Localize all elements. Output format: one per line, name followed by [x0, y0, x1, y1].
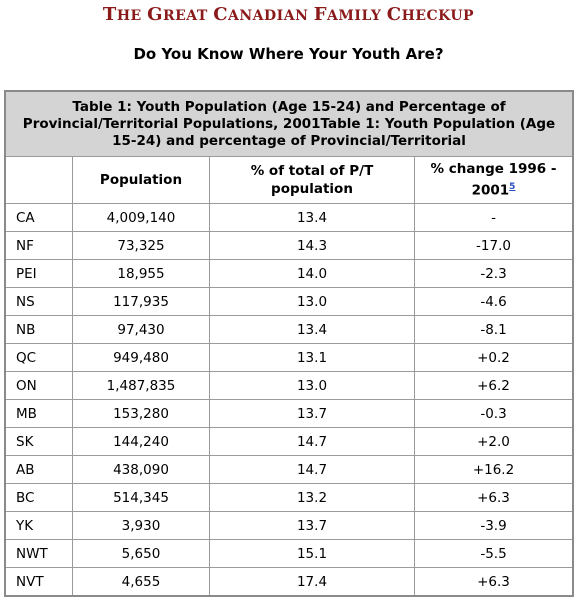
cell-pct-total: 13.1 [209, 343, 415, 372]
cell-region: AB [4, 455, 73, 484]
table-row: QC 949,480 13.1 +0.2 [4, 343, 574, 372]
table-row: PEI 18,955 14.0 -2.3 [4, 259, 574, 288]
cell-pct-total: 15.1 [209, 539, 415, 568]
cell-pct-change: +16.2 [414, 455, 574, 484]
table-row: SK 144,240 14.7 +2.0 [4, 427, 574, 456]
footnote-link[interactable]: 5 [509, 182, 516, 193]
cell-population: 144,240 [72, 427, 210, 456]
cell-pct-total: 14.3 [209, 231, 415, 260]
cell-pct-change: -2.3 [414, 259, 574, 288]
cell-population: 97,430 [72, 315, 210, 344]
cell-population: 153,280 [72, 399, 210, 428]
cell-pct-change: -0.3 [414, 399, 574, 428]
cell-population: 514,345 [72, 483, 210, 512]
cell-population: 4,009,140 [72, 203, 210, 232]
cell-pct-change: +0.2 [414, 343, 574, 372]
cell-pct-total: 14.0 [209, 259, 415, 288]
table-row: NF 73,325 14.3 -17.0 [4, 231, 574, 260]
cell-region: PEI [4, 259, 73, 288]
cell-pct-change: +2.0 [414, 427, 574, 456]
cell-pct-change: -17.0 [414, 231, 574, 260]
cell-pct-change: -3.9 [414, 511, 574, 540]
table-row: ON 1,487,835 13.0 +6.2 [4, 371, 574, 400]
cell-population: 5,650 [72, 539, 210, 568]
cell-pct-total: 13.2 [209, 483, 415, 512]
cell-pct-change: -4.6 [414, 287, 574, 316]
cell-region: NB [4, 315, 73, 344]
site-title: THE GREAT CANADIAN FAMILY CHECKUP [0, 4, 577, 25]
table-row: NWT 5,650 15.1 -5.5 [4, 539, 574, 568]
table-row: MB 153,280 13.7 -0.3 [4, 399, 574, 428]
cell-pct-total: 14.7 [209, 427, 415, 456]
cell-pct-change: +6.2 [414, 371, 574, 400]
cell-region: ON [4, 371, 73, 400]
cell-population: 117,935 [72, 287, 210, 316]
cell-region: BC [4, 483, 73, 512]
table-caption: Table 1: Youth Population (Age 15-24) an… [4, 90, 574, 157]
header-region [4, 156, 73, 204]
page-heading: Do You Know Where Your Youth Are? [133, 45, 444, 63]
cell-pct-change: -8.1 [414, 315, 574, 344]
cell-pct-change: +6.3 [414, 483, 574, 512]
table-row: BC 514,345 13.2 +6.3 [4, 483, 574, 512]
table-body: CA 4,009,140 13.4- NF 73,325 14.3 -17.0 PEI 18,9… [4, 203, 574, 597]
cell-population: 3,930 [72, 511, 210, 540]
cell-region: NS [4, 287, 73, 316]
header-population: Population [72, 156, 210, 204]
cell-region: YK [4, 511, 73, 540]
cell-pct-change: - [414, 203, 574, 232]
cell-region: NF [4, 231, 73, 260]
cell-pct-total: 14.7 [209, 455, 415, 484]
table-row: NS 117,935 13.0 -4.6 [4, 287, 574, 316]
cell-pct-total: 13.0 [209, 287, 415, 316]
cell-population: 18,955 [72, 259, 210, 288]
cell-region: QC [4, 343, 73, 372]
cell-pct-total: 13.4 [209, 315, 415, 344]
cell-pct-total: 13.0 [209, 371, 415, 400]
cell-region: CA [4, 203, 73, 232]
cell-population: 438,090 [72, 455, 210, 484]
cell-population: 1,487,835 [72, 371, 210, 400]
cell-pct-total: 13.4 [209, 203, 415, 232]
cell-region: NWT [4, 539, 73, 568]
table-row: YK 3,930 13.7 -3.9 [4, 511, 574, 540]
header-pct-change: % change 1996 - 20015 [414, 156, 574, 204]
header-pct-total: % of total of P/T population [209, 156, 415, 204]
cell-region: MB [4, 399, 73, 428]
cell-pct-change: -5.5 [414, 539, 574, 568]
cell-population: 73,325 [72, 231, 210, 260]
cell-pct-total: 13.7 [209, 399, 415, 428]
site-title-text: THE GREAT CANADIAN FAMILY CHECKUP [102, 4, 475, 25]
cell-region: SK [4, 427, 73, 456]
table-row: AB 438,090 14.7 +16.2 [4, 455, 574, 484]
table-row: NB 97,430 13.4 -8.1 [4, 315, 574, 344]
cell-pct-total: 13.7 [209, 511, 415, 540]
table-row: CA 4,009,140 13.4- [4, 203, 574, 232]
header-pct-change-label: % change 1996 - 2001 [430, 161, 557, 199]
youth-population-table: Table 1: Youth Population (Age 15-24) an… [4, 90, 574, 597]
cell-population: 949,480 [72, 343, 210, 372]
